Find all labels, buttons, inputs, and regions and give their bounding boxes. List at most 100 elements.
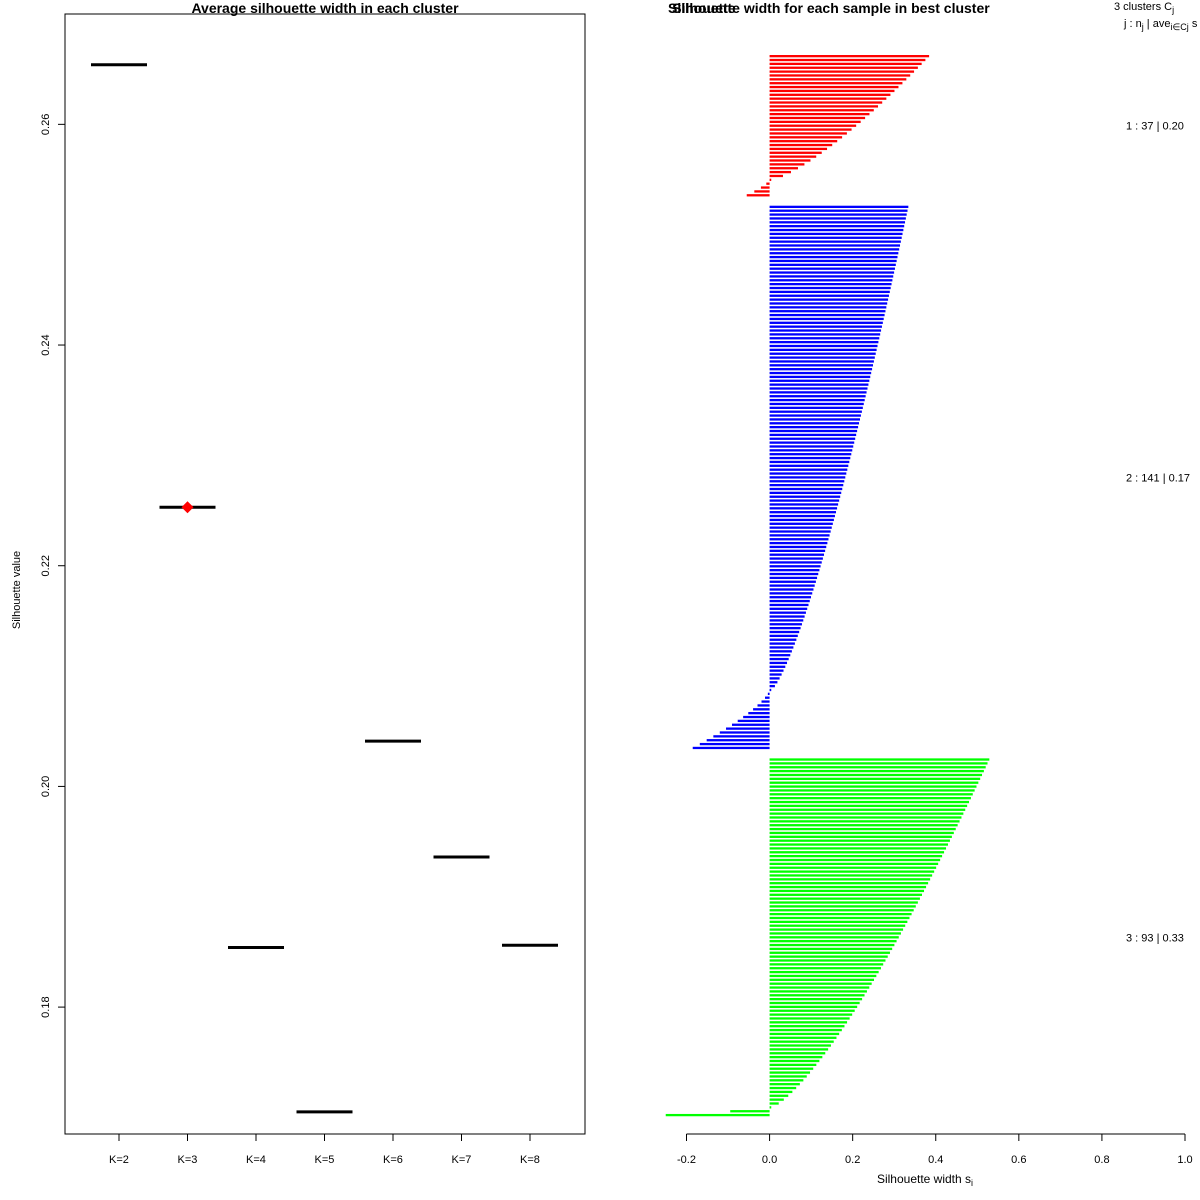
silhouette-bar: [769, 422, 860, 425]
silhouette-bar: [769, 356, 875, 359]
silhouette-bar: [743, 715, 770, 719]
silhouette-bar: [769, 851, 945, 854]
silhouette-bar: [769, 449, 853, 452]
right-x-tick-label: 0.6: [1011, 1154, 1026, 1166]
silhouette-bar: [769, 82, 903, 85]
silhouette-bar: [769, 541, 828, 545]
silhouette-bar: [769, 97, 887, 100]
silhouette-bar: [769, 468, 848, 471]
silhouette-bar: [769, 951, 890, 954]
silhouette-bar: [769, 901, 918, 904]
silhouette-bar: [769, 847, 947, 850]
silhouette-bar: [769, 348, 877, 352]
silhouette-bar: [748, 712, 770, 715]
silhouette-bar: [769, 916, 910, 920]
silhouette-bar: [769, 275, 894, 278]
cluster-1-bars: [746, 55, 930, 197]
silhouette-bar: [769, 623, 802, 626]
silhouette-bar: [769, 646, 794, 649]
silhouette-bar: [769, 321, 883, 324]
silhouette-bar: [769, 912, 912, 916]
silhouette-bar: [769, 839, 950, 842]
right-x-tick-label: 0.2: [845, 1154, 860, 1166]
silhouette-bar: [769, 74, 911, 77]
silhouette-bar: [769, 928, 904, 931]
silhouette-bar: [769, 870, 935, 873]
silhouette-bar: [769, 209, 908, 212]
silhouette-bar: [769, 290, 890, 294]
silhouette-bar: [769, 58, 926, 62]
silhouette-bar: [769, 248, 900, 251]
silhouette-bar: [765, 696, 770, 699]
silhouette-bar: [769, 1106, 772, 1109]
silhouette-bar: [769, 909, 914, 912]
silhouette-bar: [769, 1086, 797, 1090]
cluster-2-bars: [692, 205, 909, 750]
silhouette-bar: [769, 78, 907, 81]
right-x-tick-label: 0.8: [1094, 1154, 1109, 1166]
silhouette-bar: [769, 1063, 817, 1067]
silhouette-bar: [769, 936, 899, 939]
silhouette-bar: [753, 708, 770, 711]
silhouette-bar: [769, 522, 833, 525]
left-y-tick-label: 0.22: [40, 555, 52, 576]
silhouette-bar: [769, 163, 805, 166]
silhouette-bar: [769, 313, 885, 317]
silhouette-bar: [769, 255, 898, 259]
silhouette-bar: [769, 1036, 837, 1039]
silhouette-bar: [769, 1098, 784, 1101]
left-x-tick-label: K=4: [246, 1154, 266, 1166]
silhouette-bar: [769, 418, 860, 421]
silhouette-bar: [769, 1090, 793, 1094]
silhouette-bar: [769, 368, 873, 371]
silhouette-bar: [769, 777, 981, 780]
silhouette-bar: [769, 797, 971, 800]
silhouette-bar: [769, 530, 831, 533]
silhouette-bar: [769, 329, 882, 332]
silhouette-bar: [769, 70, 915, 73]
left-plot-frame: [64, 13, 586, 1135]
silhouette-bar: [769, 221, 906, 224]
right-cluster-labels: 1 : 37 | 0.20 2 : 141 | 0.17 3 : 93 | 0.33: [1126, 121, 1190, 945]
silhouette-bar: [769, 808, 966, 811]
silhouette-bar: [769, 143, 833, 147]
cluster-3-bars: [665, 758, 990, 1117]
silhouette-bar: [769, 1044, 831, 1047]
silhouette-bar: [769, 360, 874, 363]
silhouette-bar: [769, 681, 778, 684]
left-y-tick-label: 0.26: [40, 114, 52, 135]
legend-header: 3 clusters Cj j : nj | avei∈Cj s: [1114, 1, 1198, 32]
silhouette-bar: [769, 858, 941, 862]
cluster-1-label: 1 : 37 | 0.20: [1126, 121, 1184, 133]
silhouette-bar: [769, 112, 870, 116]
silhouette-bar: [769, 642, 795, 645]
silhouette-bar: [769, 429, 858, 433]
silhouette-bar: [769, 167, 798, 170]
silhouette-bar: [754, 190, 770, 193]
silhouette-bar: [769, 831, 954, 835]
silhouette-bar: [769, 62, 922, 66]
silhouette-bar: [769, 1001, 860, 1005]
silhouette-bar: [769, 970, 879, 974]
silhouette-bar: [769, 445, 854, 448]
silhouette-bar: [769, 55, 930, 58]
silhouette-bar: [769, 228, 904, 232]
silhouette-bar: [767, 692, 770, 695]
silhouette-bar: [769, 630, 800, 634]
silhouette-bar: [769, 897, 920, 900]
silhouette-bar: [769, 940, 897, 943]
silhouette-bar: [769, 596, 812, 599]
silhouette-bar: [769, 924, 906, 927]
silhouette-bar: [769, 657, 789, 661]
cluster-3-label: 3 : 93 | 0.33: [1126, 932, 1184, 944]
silhouette-bar: [769, 611, 806, 614]
silhouette-bar: [769, 816, 962, 819]
silhouette-bar: [706, 739, 770, 742]
silhouette-bar: [769, 920, 908, 923]
silhouette-bar: [769, 93, 891, 96]
silhouette-bar: [769, 1055, 823, 1059]
silhouette-bar: [769, 943, 895, 947]
silhouette-bar: [769, 549, 826, 552]
silhouette-bar: [769, 669, 784, 672]
